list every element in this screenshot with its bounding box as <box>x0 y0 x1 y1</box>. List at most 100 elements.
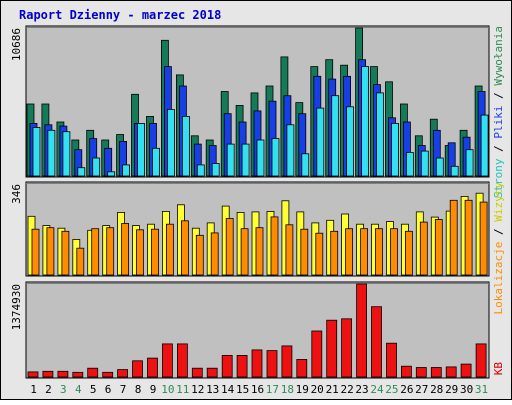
bar-kb-day-18 <box>281 345 293 378</box>
bar-sites-day-8 <box>136 229 144 276</box>
bar-pages-day-11 <box>181 116 190 177</box>
bar-pages-day-25 <box>391 123 399 177</box>
bar-pages-day-8 <box>137 123 145 177</box>
bar-kb-day-1 <box>27 371 39 378</box>
y-axis-max-label: 346 <box>10 184 23 204</box>
bar-sites-day-15 <box>240 228 249 276</box>
bar-kb-day-25 <box>386 342 397 378</box>
bar-kb-day-12 <box>191 367 203 378</box>
bar-pages-day-28 <box>435 157 444 177</box>
bar-kb-day-22 <box>341 318 353 378</box>
bar-kb-day-4 <box>72 371 84 378</box>
x-tick-label-day-5: 5 <box>90 383 97 396</box>
bar-sites-day-3 <box>61 230 70 276</box>
x-tick-label-day-6: 6 <box>105 383 112 396</box>
bar-kb-day-7 <box>117 369 128 378</box>
x-tick-label-day-7: 7 <box>120 383 127 396</box>
x-tick-label-day-29: 29 <box>445 383 458 396</box>
bar-sites-day-30 <box>464 199 473 276</box>
bar-pages-day-3 <box>62 131 71 177</box>
x-tick-label-day-27: 27 <box>415 383 428 396</box>
x-tick-label-day-19: 19 <box>296 383 309 396</box>
x-tick-label-day-13: 13 <box>206 383 219 396</box>
x-tick-label-day-2: 2 <box>45 383 52 396</box>
x-tick-label-day-4: 4 <box>75 383 82 396</box>
bar-kb-day-3 <box>57 370 69 378</box>
bar-kb-day-31 <box>475 343 487 378</box>
bar-kb-day-20 <box>311 330 323 378</box>
x-tick-label-day-22: 22 <box>340 383 353 396</box>
bar-sites-day-4 <box>76 247 85 276</box>
bar-pages-day-14 <box>226 143 235 177</box>
legend-kb-panel: KB <box>492 362 505 376</box>
bar-sites-day-27 <box>419 221 428 276</box>
bar-kb-day-5 <box>87 367 99 378</box>
x-axis-labels: 1 2 3 4 5 6 7 8 9 10 11 12 13 14 15 16 17 18 19 20 21 22 23 24 2… <box>30 383 488 396</box>
x-tick-label-day-17: 17 <box>266 383 279 396</box>
bar-sites-day-14 <box>225 218 234 276</box>
legend-visits: Wizyty <box>492 182 505 222</box>
bar-sites-day-17 <box>270 216 279 276</box>
legend-separator: / <box>492 86 505 106</box>
bar-pages-day-4 <box>77 167 86 177</box>
bar-kb-day-30 <box>460 363 472 378</box>
bar-sites-day-19 <box>300 228 309 276</box>
bar-sites-day-24 <box>375 228 383 276</box>
bar-sites-day-23 <box>360 228 369 276</box>
bar-sites-day-11 <box>180 220 189 276</box>
x-tick-label-day-11: 11 <box>176 383 189 396</box>
x-tick-label-day-10: 10 <box>161 383 174 396</box>
bar-pages-day-2 <box>47 129 56 177</box>
bar-kb-day-24 <box>371 306 382 378</box>
bar-pages-day-6 <box>107 171 116 177</box>
bar-kb-day-8 <box>132 360 143 378</box>
x-tick-label-day-28: 28 <box>430 383 443 396</box>
legend-kb: KB <box>492 362 505 376</box>
bar-pages-day-26 <box>405 152 414 177</box>
x-tick-label-day-24: 24 <box>370 383 384 396</box>
bar-pages-day-18 <box>286 124 295 177</box>
legend-sites: Lokalizacje <box>492 242 505 315</box>
bar-kb-day-13 <box>206 367 218 378</box>
bar-kb-day-11 <box>176 343 188 378</box>
x-tick-label-day-26: 26 <box>400 383 413 396</box>
bar-sites-day-28 <box>434 219 443 276</box>
x-tick-label-day-12: 12 <box>191 383 204 396</box>
bar-kb-day-21 <box>326 319 338 378</box>
legend-visits-sites: Lokalizacje / Wizyty <box>492 182 505 315</box>
x-tick-label-day-25: 25 <box>385 383 398 396</box>
x-tick-label-day-14: 14 <box>221 383 235 396</box>
x-tick-label-day-3: 3 <box>60 383 67 396</box>
bar-pages-day-31 <box>480 114 489 177</box>
bar-sites-day-10 <box>165 223 174 276</box>
legend-hits: Wywołania <box>492 26 505 86</box>
panel-kb: 1374930 <box>10 281 490 379</box>
legend-files: Pliki <box>492 105 505 138</box>
bar-sites-day-1 <box>31 228 40 276</box>
bar-kb-day-26 <box>400 365 412 378</box>
bar-kb-day-17 <box>266 350 278 378</box>
report-title: Raport Dzienny - marzec 2018 <box>19 8 221 22</box>
bar-kb-day-10 <box>161 343 173 378</box>
bar-pages-day-29 <box>450 165 459 177</box>
legend-pages: Strony <box>492 158 505 198</box>
x-tick-label-day-1: 1 <box>30 383 37 396</box>
bar-kb-day-29 <box>445 366 457 378</box>
bar-kb-day-9 <box>147 357 158 378</box>
bar-sites-day-18 <box>285 224 294 276</box>
bar-pages-day-10 <box>166 109 175 177</box>
legend-hits-files-pages: Strony / Pliki / Wywołania <box>492 26 505 198</box>
bar-kb-day-6 <box>102 371 114 378</box>
x-tick-label-day-9: 9 <box>150 383 157 396</box>
bar-pages-day-9 <box>152 147 160 177</box>
bar-sites-day-5 <box>91 228 100 276</box>
legend-separator: / <box>492 139 505 159</box>
bar-pages-day-20 <box>316 107 325 177</box>
bar-sites-day-26 <box>404 230 413 276</box>
x-tick-label-day-8: 8 <box>135 383 142 396</box>
bar-pages-day-27 <box>420 150 429 177</box>
bar-pages-day-23 <box>361 66 370 177</box>
bar-kb-day-15 <box>236 354 248 378</box>
